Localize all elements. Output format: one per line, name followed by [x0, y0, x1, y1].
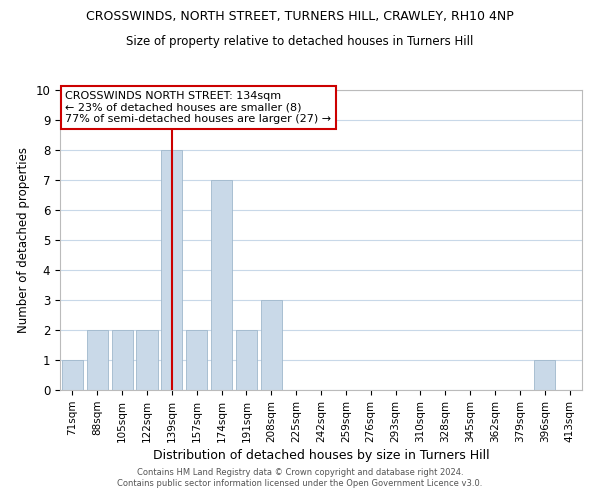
Text: CROSSWINDS, NORTH STREET, TURNERS HILL, CRAWLEY, RH10 4NP: CROSSWINDS, NORTH STREET, TURNERS HILL, …	[86, 10, 514, 23]
Bar	[261, 300, 282, 390]
Bar	[236, 330, 257, 390]
Bar	[161, 150, 182, 390]
Bar	[136, 330, 158, 390]
Y-axis label: Number of detached properties: Number of detached properties	[17, 147, 30, 333]
Text: Contains HM Land Registry data © Crown copyright and database right 2024.
Contai: Contains HM Land Registry data © Crown c…	[118, 468, 482, 487]
Text: Size of property relative to detached houses in Turners Hill: Size of property relative to detached ho…	[127, 35, 473, 48]
Bar	[112, 330, 133, 390]
Bar	[534, 360, 555, 390]
Text: CROSSWINDS NORTH STREET: 134sqm
← 23% of detached houses are smaller (8)
77% of : CROSSWINDS NORTH STREET: 134sqm ← 23% of…	[65, 91, 331, 124]
X-axis label: Distribution of detached houses by size in Turners Hill: Distribution of detached houses by size …	[152, 449, 490, 462]
Bar	[186, 330, 207, 390]
Bar	[211, 180, 232, 390]
Bar	[87, 330, 108, 390]
Bar	[62, 360, 83, 390]
